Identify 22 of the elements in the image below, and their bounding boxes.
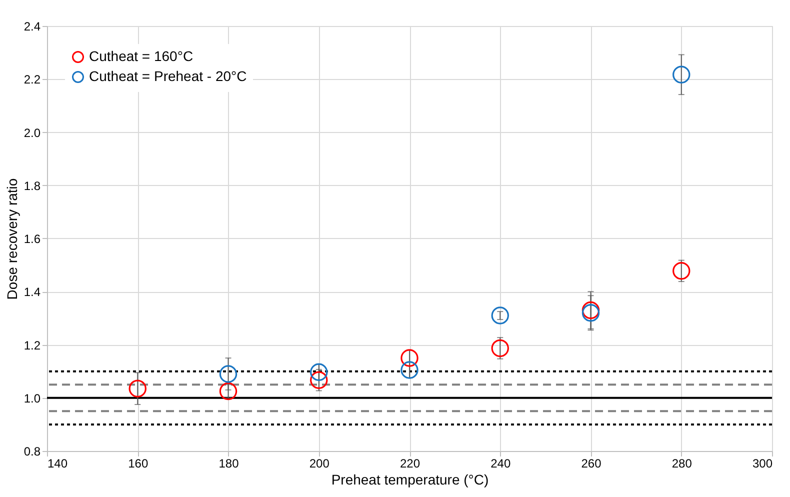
y-tick-label: 1.4 xyxy=(24,285,41,300)
y-tick-label: 1.0 xyxy=(24,391,41,406)
legend-label: Cutheat = Preheat - 20°C xyxy=(89,68,247,84)
x-tick-label: 300 xyxy=(752,456,773,470)
x-tick-label: 220 xyxy=(400,456,420,470)
x-tick-label: 160 xyxy=(128,456,148,470)
y-tick-label: 1.2 xyxy=(24,338,41,352)
x-tick-label: 240 xyxy=(490,456,511,470)
y-tick-label: 1.8 xyxy=(24,178,41,193)
x-tick-label: 140 xyxy=(48,456,68,470)
y-tick-label: 2.4 xyxy=(24,20,41,34)
x-tick-label: 200 xyxy=(309,456,330,470)
x-tick-label: 280 xyxy=(672,456,692,470)
y-tick-label: 0.8 xyxy=(24,444,41,458)
y-tick-label: 2.0 xyxy=(24,126,41,140)
y-tick-label: 1.6 xyxy=(24,232,41,246)
y-axis-title: Dose recovery ratio xyxy=(4,178,20,300)
x-tick-label: 180 xyxy=(218,456,240,470)
x-tick-label: 260 xyxy=(581,456,602,470)
legend-label: Cutheat = 160°C xyxy=(89,48,194,64)
y-tick-label: 2.2 xyxy=(24,72,41,87)
x-axis-title: Preheat temperature (°C) xyxy=(331,472,489,488)
